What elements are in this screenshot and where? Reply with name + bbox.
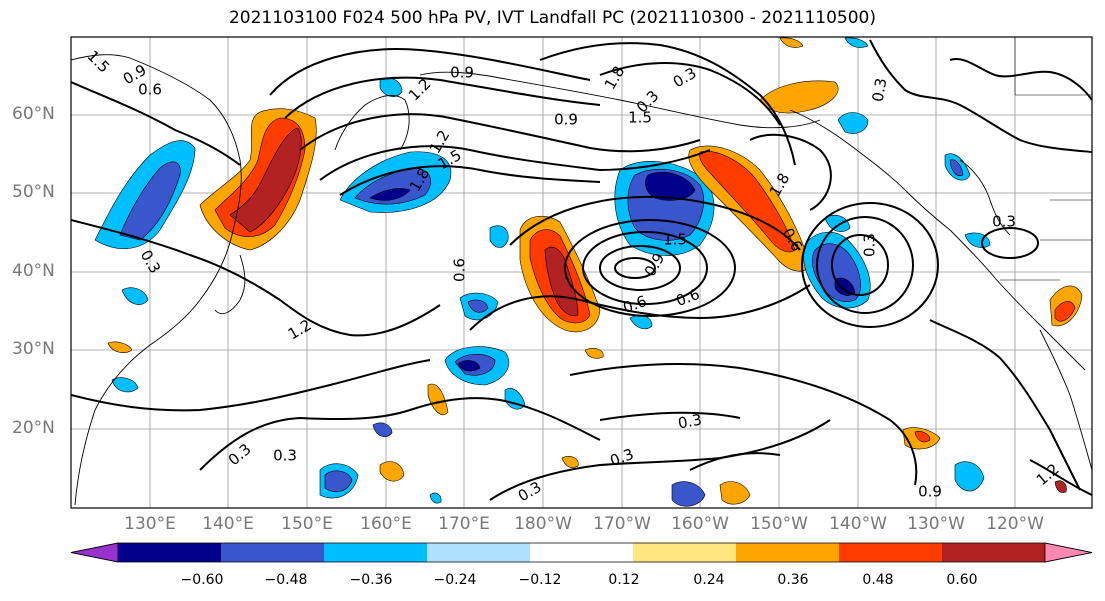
colorbar-tick-label: −0.24	[433, 572, 477, 588]
colorbar-tick-label: −0.60	[180, 572, 224, 588]
lon-label-170e: 170°E	[438, 514, 490, 534]
lat-label-20n: 20°N	[12, 418, 55, 438]
colorbar-segment	[839, 543, 942, 562]
colorbar-segment	[530, 543, 633, 562]
colorbar-segment	[736, 543, 839, 562]
colorbar-segment	[324, 543, 427, 562]
map-plot-area: 1.5 0.90.6 1.20.91.21.51.80.91.81.50.30.30…	[71, 37, 1092, 508]
contour-label: 0.6	[138, 81, 162, 99]
contour-label: 1.5	[628, 109, 652, 127]
colorbar-tick-label: 0.12	[608, 572, 640, 588]
colorbar-tick-label: 0.48	[862, 572, 894, 588]
colorbar-segment	[118, 543, 221, 562]
lon-label-130e: 130°E	[124, 514, 176, 534]
coastlines	[71, 37, 1092, 506]
lon-label-150e: 150°E	[281, 514, 333, 534]
colorbar-tick-label: −0.48	[264, 572, 308, 588]
contour-label: 0.3	[861, 233, 879, 257]
colorbar-segment	[221, 543, 324, 562]
colorbar-outline	[70, 542, 1093, 563]
contour-label: 0.9	[450, 64, 474, 82]
lon-label-150w: 150°W	[750, 514, 808, 534]
colorbar-tick-label: 0.36	[777, 572, 809, 588]
contour-label: 0.3	[677, 411, 704, 433]
lon-label-140e: 140°E	[202, 514, 254, 534]
contour-label: 0.3	[992, 213, 1016, 231]
colorbar-segment	[427, 543, 530, 562]
lon-label-120w: 120°W	[986, 514, 1044, 534]
lat-label-30n: 30°N	[12, 339, 55, 359]
colorbar-tick-label: −0.36	[349, 572, 393, 588]
colorbar-tick-label: 0.60	[946, 572, 978, 588]
colorbar	[70, 542, 1093, 563]
lon-label-160e: 160°E	[360, 514, 412, 534]
lat-label-60n: 60°N	[12, 104, 55, 124]
lat-label-50n: 50°N	[12, 182, 55, 202]
colorbar-segment	[942, 543, 1045, 562]
contour-label: 1.5	[663, 231, 687, 249]
colorbar-segment	[633, 543, 736, 562]
map-title: 2021103100 F024 500 hPa PV, IVT Landfall…	[228, 8, 876, 28]
colorbar-tick-label: 0.24	[693, 572, 725, 588]
colorbar-extend-max	[1044, 542, 1093, 563]
colorbar-tick-label: −0.12	[518, 572, 562, 588]
lon-label-180w: 180°W	[514, 514, 572, 534]
contour-label: 0.6	[451, 258, 469, 282]
contour-label: 0.3	[273, 447, 297, 465]
lon-label-130w: 130°W	[907, 514, 965, 534]
lon-label-170w: 170°W	[593, 514, 651, 534]
contour-label: 0.3	[869, 77, 891, 104]
contour-label: 0.9	[554, 111, 578, 129]
pv-contours	[71, 39, 1092, 501]
lat-label-40n: 40°N	[12, 261, 55, 281]
lon-label-140w: 140°W	[829, 514, 887, 534]
lon-label-160w: 160°W	[671, 514, 729, 534]
colorbar-extend-min	[70, 542, 119, 563]
contour-label: 0.9	[918, 483, 942, 501]
map-frame	[70, 36, 1093, 509]
